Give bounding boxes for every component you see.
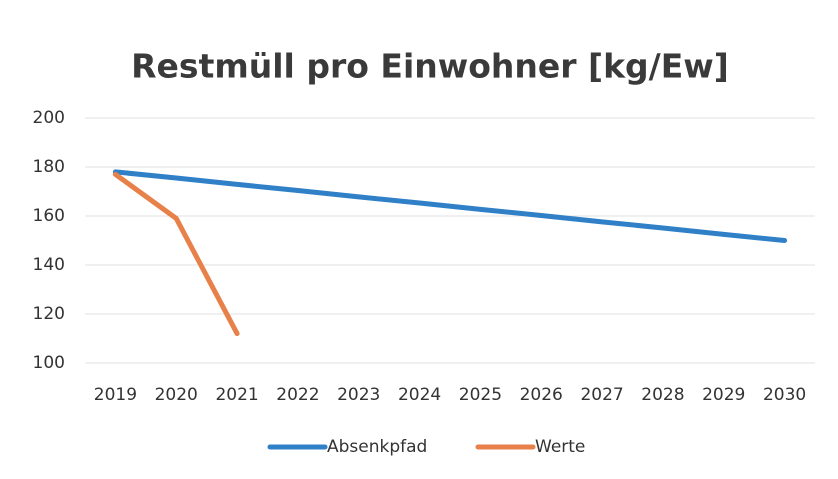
x-tick-label: 2028 [641,385,684,405]
series-line [112,171,240,337]
x-tick-label: 2022 [276,385,319,405]
y-tick-label: 100 [33,353,65,373]
chart-title: Restmüll pro Einwohner [kg/Ew] [131,47,729,86]
y-tick-label: 140 [33,255,65,275]
x-tick-label: 2023 [337,385,380,405]
x-tick-label: 2026 [520,385,563,405]
x-tick-label: 2024 [398,385,441,405]
x-tick-label: 2029 [702,385,745,405]
y-tick-label: 200 [33,108,65,128]
x-tick-label: 2030 [763,385,806,405]
legend-label: Absenkpfad [327,437,427,457]
x-tick-label: 2020 [155,385,198,405]
series-line [112,169,788,243]
x-tick-label: 2027 [580,385,623,405]
x-tick-label: 2021 [215,385,258,405]
x-tick-label: 2019 [94,385,137,405]
y-tick-label: 160 [33,206,65,226]
x-tick-label: 2025 [459,385,502,405]
legend-label: Werte [535,437,585,457]
y-tick-label: 180 [33,157,65,177]
y-tick-label: 120 [33,304,65,324]
